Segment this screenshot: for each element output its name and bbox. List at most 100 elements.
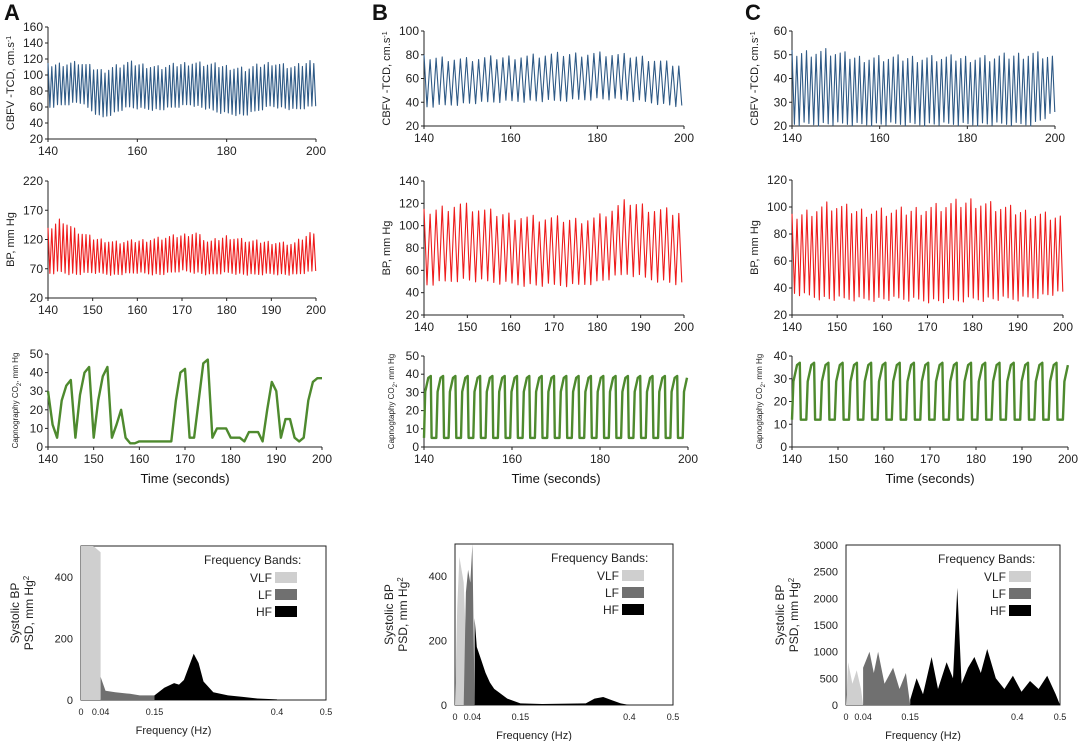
y-tick-label: 170 bbox=[23, 203, 43, 217]
y-tick-label: 120 bbox=[23, 52, 43, 66]
y-tick-label: 60 bbox=[406, 263, 420, 277]
x-tick-label: 0.5 bbox=[667, 712, 680, 722]
x-tick-label: 160 bbox=[502, 452, 522, 466]
y-tick-label: 100 bbox=[23, 68, 43, 82]
x-tick-label: 140 bbox=[782, 131, 802, 145]
y-tick-label: 20 bbox=[30, 403, 44, 417]
y-axis-label-line2: PSD, mm Hg2 bbox=[396, 577, 411, 652]
y-tick-label: 30 bbox=[30, 384, 44, 398]
y-axis-label-sup: -1 bbox=[750, 31, 757, 37]
y-axis-label: BP, mm Hg bbox=[5, 212, 17, 267]
y-tick-label: 160 bbox=[23, 20, 43, 34]
y-tick-label: 40 bbox=[30, 116, 44, 130]
y-tick-label: 500 bbox=[820, 673, 838, 685]
y-tick-label: 2500 bbox=[814, 567, 838, 579]
y-tick-label: 3000 bbox=[814, 540, 838, 552]
y-tick-label: 200 bbox=[429, 636, 447, 648]
legend-swatch bbox=[275, 589, 297, 600]
y-tick-label: 80 bbox=[406, 241, 420, 255]
x-axis-label: Frequency (Hz) bbox=[885, 730, 961, 741]
psd-plot: 0 200 400 0 0.04 0.15 0.4 0.5 Frequency (Hz) Syst… bbox=[382, 543, 680, 741]
psd-frame bbox=[80, 545, 327, 701]
x-tick-label: 160 bbox=[129, 452, 149, 466]
y-tick-label: 100 bbox=[399, 219, 419, 233]
y-tick-label: 120 bbox=[23, 233, 43, 247]
legend-title: Frequency Bands: bbox=[938, 552, 1035, 566]
y-axis-label: BP, mm Hg bbox=[381, 221, 393, 276]
y-tick-label: 40 bbox=[406, 286, 420, 300]
legend-label: HF bbox=[603, 603, 619, 617]
legend-label: VLF bbox=[250, 571, 272, 585]
x-tick-label: 200 bbox=[312, 452, 332, 466]
legend-swatch bbox=[275, 572, 297, 583]
x-tick-label: 170 bbox=[544, 320, 564, 334]
y-axis-label: CBFV -TCD, cm.s-1 bbox=[5, 36, 17, 130]
y-axis-label-text: BP, mm Hg bbox=[749, 220, 761, 275]
y-tick-label: 80 bbox=[30, 84, 44, 98]
y-tick-label: 20 bbox=[774, 395, 788, 409]
y-tick-label: 20 bbox=[406, 308, 420, 322]
y-tick-label: 0 bbox=[832, 700, 838, 712]
panel-label-a: A bbox=[4, 0, 20, 25]
series-line bbox=[46, 358, 322, 445]
legend-label: HF bbox=[256, 605, 272, 619]
y-tick-label: 20 bbox=[30, 132, 44, 146]
y-axis-label-sub: 2 bbox=[761, 383, 767, 387]
series-line bbox=[791, 48, 1056, 127]
y-tick-label: 40 bbox=[406, 95, 420, 109]
series-line bbox=[47, 60, 317, 118]
y-axis-label-sub: 2 bbox=[17, 382, 23, 386]
legend-label: LF bbox=[258, 588, 272, 602]
y-tick-label: 10 bbox=[406, 422, 420, 436]
x-tick-label: 140 bbox=[782, 452, 802, 466]
y-tick-label: 0 bbox=[36, 440, 43, 454]
x-tick-label: 200 bbox=[306, 144, 326, 158]
y-axis-label-sup: 2 bbox=[396, 577, 405, 582]
x-tick-label: 140 bbox=[38, 452, 58, 466]
y-tick-label: 10 bbox=[30, 421, 44, 435]
x-tick-label: 180 bbox=[963, 320, 983, 334]
x-tick-label: 0.15 bbox=[901, 712, 919, 722]
y-axis-label-line1: Systolic BP bbox=[773, 585, 787, 646]
legend-swatch bbox=[622, 604, 644, 615]
y-tick-label: 20 bbox=[774, 119, 788, 133]
y-axis-label-tail: , mm Hg bbox=[11, 353, 20, 383]
x-tick-label: 180 bbox=[587, 320, 607, 334]
y-tick-label: 2000 bbox=[814, 593, 838, 605]
y-axis-label-line1: Systolic BP bbox=[8, 583, 22, 644]
y-tick-label: 1500 bbox=[814, 620, 838, 632]
y-axis-label-sup: -1 bbox=[382, 31, 389, 37]
x-tick-label: 160 bbox=[501, 131, 521, 145]
panel-label-c: C bbox=[745, 0, 761, 25]
y-axis-label-text: Capnography CO bbox=[11, 386, 20, 448]
series-line bbox=[423, 51, 683, 108]
x-tick-label: 0.4 bbox=[1011, 712, 1024, 722]
trace-plot-capnography: 0 10 20 30 40 140 150 160 170 180 190 200 Capnogtaph… bbox=[755, 349, 1078, 486]
psd-area-hf bbox=[154, 653, 277, 700]
x-axis-label: Time (seconds) bbox=[885, 471, 974, 486]
y-tick-label: 0 bbox=[412, 440, 419, 454]
y-tick-label: 60 bbox=[774, 254, 788, 268]
psd-area-hf bbox=[910, 587, 1060, 705]
x-tick-label: 170 bbox=[917, 320, 937, 334]
x-tick-label: 170 bbox=[920, 452, 940, 466]
y-tick-label: 140 bbox=[23, 36, 43, 50]
y-axis-label: CBFV -TCD, cm.s-1 bbox=[749, 31, 761, 125]
y-tick-label: 60 bbox=[406, 72, 420, 86]
legend-label: HF bbox=[990, 604, 1006, 618]
series-line bbox=[422, 374, 689, 440]
y-axis-label-text: BP, mm Hg bbox=[381, 221, 393, 276]
psd-plot: 0 500 1000 1500 2000 2500 3000 0 0.04 0.15 0.4 0.5 F… bbox=[773, 540, 1066, 741]
x-tick-label: 150 bbox=[83, 303, 103, 317]
trace-plot-bp: 20 70 120 170 220 140 150 160 170 180 190 200 BP, mm… bbox=[5, 174, 326, 317]
y-axis-label-text: PSD, mm Hg bbox=[787, 582, 801, 652]
y-axis-label-line1: Systolic BP bbox=[382, 584, 396, 645]
x-tick-label: 190 bbox=[266, 452, 286, 466]
y-tick-label: 120 bbox=[767, 173, 787, 187]
x-tick-label: 180 bbox=[221, 452, 241, 466]
x-tick-label: 200 bbox=[674, 320, 694, 334]
y-tick-label: 50 bbox=[774, 48, 788, 62]
series-line bbox=[790, 361, 1070, 421]
y-tick-label: 0 bbox=[67, 695, 73, 707]
y-tick-label: 1000 bbox=[814, 647, 838, 659]
